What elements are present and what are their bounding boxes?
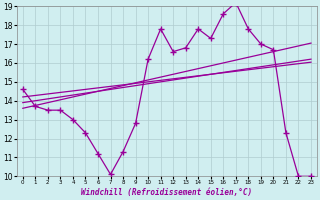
- X-axis label: Windchill (Refroidissement éolien,°C): Windchill (Refroidissement éolien,°C): [81, 188, 252, 197]
